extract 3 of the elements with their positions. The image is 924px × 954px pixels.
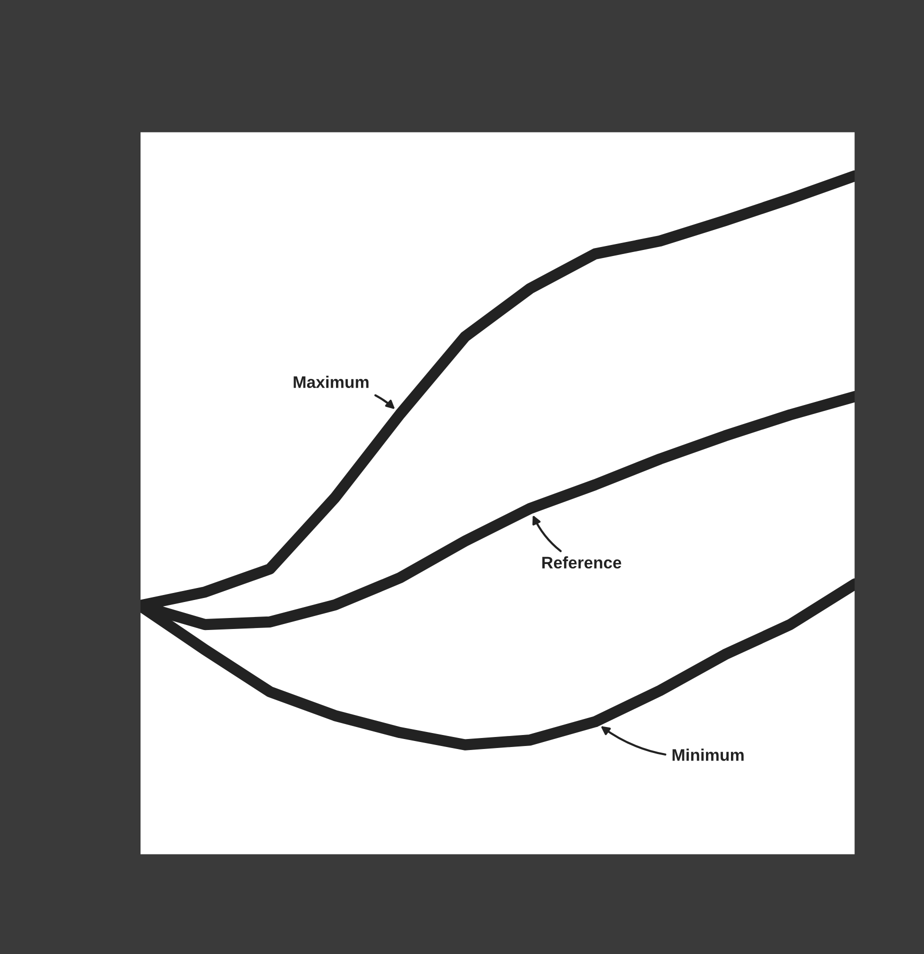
- text: Maximum: [294, 376, 368, 388]
- text: Minimum: [672, 748, 744, 761]
- legend-label: Reference: [542, 556, 622, 569]
